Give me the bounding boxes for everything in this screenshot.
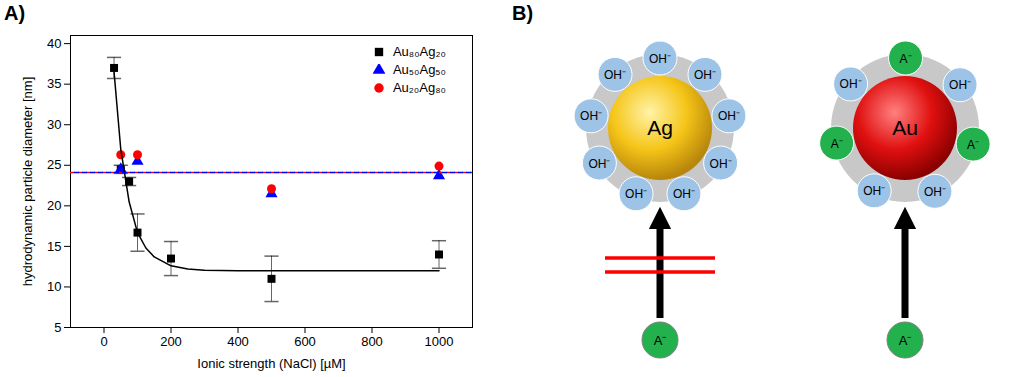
svg-text:OH⁻: OH⁻ (863, 184, 885, 198)
svg-text:OH⁻: OH⁻ (580, 109, 602, 123)
html-text:Au₈₀Ag₂₀: Au₈₀Ag₂₀ (392, 44, 446, 59)
svg-text:A⁻: A⁻ (899, 333, 912, 348)
svg-text:10: 10 (47, 279, 61, 294)
html-text:B): B) (512, 2, 534, 24)
svg-text:35: 35 (47, 76, 61, 91)
svg-text:A⁻: A⁻ (831, 137, 843, 151)
svg-text:30: 30 (47, 117, 61, 132)
svg-text:OH⁻: OH⁻ (673, 187, 695, 201)
svg-text:200: 200 (160, 334, 182, 349)
svg-text:600: 600 (294, 334, 316, 349)
svg-text:20: 20 (47, 198, 61, 213)
svg-text:1000: 1000 (425, 334, 454, 349)
svg-text:5: 5 (54, 320, 61, 335)
svg-text:Ionic strength (NaCl) [µM]: Ionic strength (NaCl) [µM] (197, 356, 345, 371)
svg-text:15: 15 (47, 239, 61, 254)
html-text:Au₅₀Ag₅₀: Au₅₀Ag₅₀ (392, 62, 446, 77)
svg-text:OH⁻: OH⁻ (924, 185, 946, 199)
svg-text:A⁻: A⁻ (967, 138, 979, 152)
html-text:A): A) (4, 2, 26, 24)
svg-text:OH⁻: OH⁻ (694, 68, 716, 82)
svg-text:800: 800 (361, 334, 383, 349)
svg-text:OH⁻: OH⁻ (649, 52, 671, 66)
svg-text:OH⁻: OH⁻ (625, 187, 647, 201)
svg-text:A⁻: A⁻ (654, 333, 667, 348)
svg-text:OH⁻: OH⁻ (949, 78, 971, 92)
svg-text:25: 25 (47, 157, 61, 172)
svg-text:0: 0 (100, 334, 107, 349)
svg-text:OH⁻: OH⁻ (604, 68, 626, 82)
svg-text:OH⁻: OH⁻ (840, 77, 862, 91)
svg-text:40: 40 (47, 36, 61, 51)
svg-text:OH⁻: OH⁻ (710, 157, 732, 171)
svg-text:A⁻: A⁻ (900, 52, 912, 66)
html-text:Au₂₀Ag₈₀: Au₂₀Ag₈₀ (392, 80, 446, 95)
svg-text:400: 400 (227, 334, 249, 349)
svg-text:OH⁻: OH⁻ (588, 157, 610, 171)
svg-text:OH⁻: OH⁻ (718, 109, 740, 123)
svg-text:hydrodynamic particle diameter: hydrodynamic particle diameter [nm] (20, 77, 35, 287)
svg-text:Ag: Ag (647, 116, 673, 139)
svg-text:Au: Au (892, 116, 918, 139)
